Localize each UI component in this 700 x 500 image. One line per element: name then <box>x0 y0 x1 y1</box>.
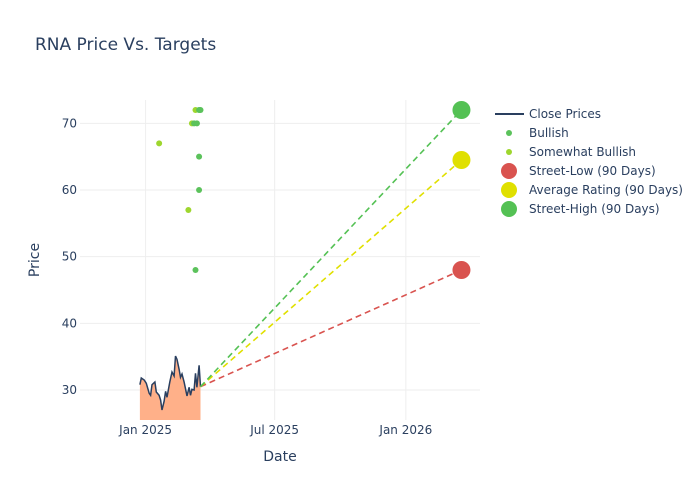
y-tick-label: 50 <box>62 250 77 264</box>
plot-area: 30 40 50 60 70 Jan 2025 Jul 2025 Jan 2026 <box>62 100 480 437</box>
somewhat-bullish-point <box>185 207 192 213</box>
y-tick-label: 60 <box>62 183 77 197</box>
legend-label: Street-High (90 Days) <box>529 202 660 216</box>
target-line <box>199 159 462 388</box>
chart-title: RNA Price Vs. Targets <box>35 35 216 55</box>
legend-swatch-marker <box>501 163 517 179</box>
bullish-point <box>197 107 204 113</box>
close-price-line <box>139 355 202 411</box>
target-line <box>199 109 463 388</box>
y-tick-label: 40 <box>62 316 77 330</box>
legend-swatch-dot <box>506 130 512 136</box>
legend-swatch-marker <box>501 182 517 198</box>
close-price-area <box>139 356 201 420</box>
legend-label: Somewhat Bullish <box>529 145 636 159</box>
target-line <box>200 269 462 388</box>
legend-label: Street-Low (90 Days) <box>529 164 656 178</box>
legend-label: Bullish <box>529 126 569 140</box>
bullish-point <box>196 153 203 160</box>
somewhat-bullish-point <box>156 140 163 147</box>
y-tick-label: 70 <box>62 116 77 130</box>
target-marker <box>452 101 471 119</box>
legend-swatch-marker <box>501 201 517 217</box>
x-tick-label: Jul 2025 <box>249 423 299 437</box>
legend-swatch-dot <box>506 149 512 155</box>
bullish-point <box>196 187 203 193</box>
x-tick-label: Jan 2025 <box>118 423 172 437</box>
bullish-point <box>193 120 200 127</box>
legend: Close Prices Bullish Somewhat Bullish Stree… <box>495 107 683 217</box>
bullish-point <box>192 267 199 273</box>
target-marker <box>452 261 471 279</box>
y-axis-title: Price <box>27 243 43 277</box>
legend-label: Close Prices <box>529 107 601 121</box>
x-tick-label: Jan 2026 <box>378 423 432 437</box>
target-marker <box>452 151 471 169</box>
y-tick-label: 30 <box>62 383 77 397</box>
legend-label: Average Rating (90 Days) <box>529 183 683 197</box>
x-axis-title: Date <box>263 449 296 465</box>
